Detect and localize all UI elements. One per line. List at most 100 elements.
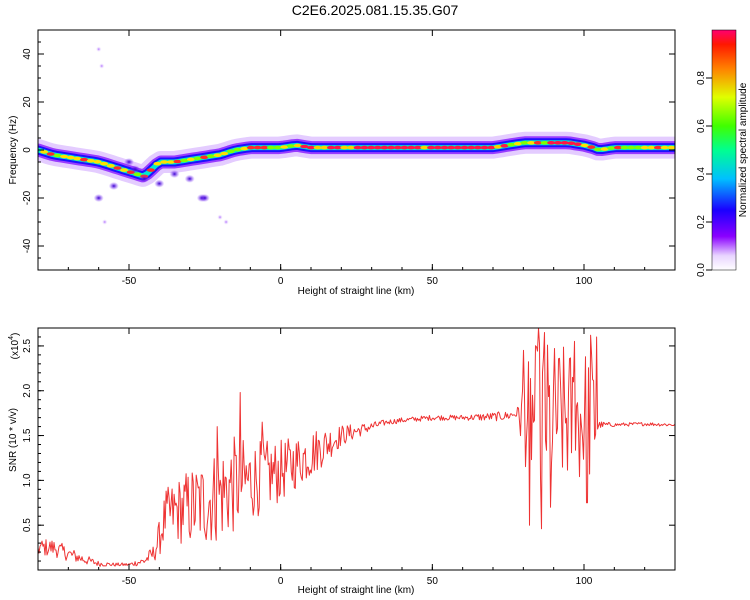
snr-y-tick-label: 2.0 [22,383,33,397]
ridge-core-mark [66,155,75,160]
ridge-core-mark [133,172,142,177]
ridge-core-mark [46,152,55,156]
ridge-core-mark [373,145,382,150]
chart-title: C2E6.2025.081.15.35.G07 [292,2,459,18]
scatter-blob [124,158,134,166]
scatter-blob [130,165,141,174]
snr-series-line [38,328,675,567]
scatter-blob [101,219,108,225]
scatter-blob [108,182,119,190]
ridge-core-mark [487,145,496,150]
ridge-core-mark [500,144,509,148]
snr-y-unit-exponent: 4 [8,336,15,340]
ridge-core-mark [206,154,215,158]
spectrogram-x-tick-label: -50 [122,276,137,287]
ridge-core-mark [480,145,489,150]
scatter-blob [169,170,180,178]
snr-y-unit: (x104) [8,333,21,360]
spectrogram-y-label: Frequency (Hz) [8,116,19,185]
ridge-core-mark [493,145,502,149]
ridge-core-mark [340,145,349,150]
snr-plot-area [38,328,675,567]
ridge-core-mark [333,145,342,150]
colorbar-tick-label: 0.4 [696,167,707,181]
ridge-core-mark [533,141,542,145]
ridge-core-mark [393,145,402,150]
ridge-core-mark [540,141,549,145]
scatter-blob [95,46,102,53]
ridge-core-mark [166,160,175,164]
ridge-core-mark [260,145,269,150]
spectrogram-y-tick-label: 40 [22,48,33,60]
ridge-core-mark [560,141,569,145]
ridge-core-mark [146,168,155,172]
ridge-core-mark [100,161,109,166]
ridge-core-mark [360,145,369,150]
ridge-core-mark [567,141,576,145]
ridge-core-mark [113,166,122,170]
ridge-core-mark [186,157,195,162]
scatter-blob [184,174,195,183]
ridge-core-mark [180,158,189,163]
ridge-core-mark [614,145,622,150]
ridge-core-mark [433,145,442,150]
snr-y-tick-label: 1.0 [22,473,33,487]
ridge-core-mark [420,145,429,150]
ridge-core-mark [547,141,556,145]
snr-y-label: SNR (10 * v/v) [8,408,19,472]
ridge-core-mark [460,145,469,150]
ridge-core-mark [280,145,289,149]
ridge-core-mark [654,145,662,150]
ridge-core-mark [307,145,315,150]
ridge-core-mark [313,145,322,150]
ridge-core-mark [573,142,582,146]
ridge-core-mark [587,145,596,149]
scatter-blob [217,214,223,221]
spectrogram-y-ticks: -40 -20 0 20 40 [22,29,675,271]
snr-y-tick-label: 1.5 [22,428,33,442]
scatter-blob [139,174,150,183]
ridge-core-mark [173,159,182,164]
ridge-core-mark [327,145,335,150]
ridge-core-mark [620,145,629,150]
ridge-core-mark [353,145,362,150]
spectrogram-x-ticks: -50 0 50 100 [37,30,676,287]
ridge-core-mark [160,160,169,164]
ridge-core-mark [320,145,329,150]
ridge-core-mark [600,147,609,151]
ridge-core-mark [80,157,89,162]
ridge-core-mark [667,145,675,150]
ridge-core-mark [120,168,129,172]
spectrogram-x-tick-label: 100 [576,276,593,287]
snr-x-tick-label: -50 [122,576,137,587]
ridge-core-mark [513,141,522,146]
colorbar-tick-label: 0.6 [696,119,707,133]
snr-frame [37,327,676,571]
ridge-core-mark [93,160,102,164]
spectrogram-plot-area [38,46,675,225]
ridge-core-mark [580,143,589,148]
colorbar: 0.0 0.2 0.4 0.6 0.8 Normalized spectral ampl… [696,29,749,277]
snr-y-tick-label: 2.5 [22,339,33,353]
spectrogram-y-tick-label: -20 [22,190,33,205]
ridge-core-mark [607,146,616,150]
colorbar-label: Normalized spectral amplitude [738,82,749,217]
ridge-core-mark [213,153,222,157]
colorbar-tick-label: 0.2 [696,215,707,229]
svg-text:(x104): (x104) [8,333,21,360]
ridge-core-mark [507,142,516,147]
colorbar-ticks: 0.0 0.2 0.4 0.6 0.8 [696,71,712,277]
ridge-core-mark [200,155,209,160]
ridge-core-mark [634,145,642,150]
ridge-core-mark [407,145,416,150]
ridge-core-mark [640,145,649,150]
snr-y-unit-close: ) [10,333,21,336]
ridge-core-mark [660,145,669,150]
spectrogram-x-label: Height of straight line (km) [298,286,415,297]
ridge-core-mark [193,156,202,161]
ridge-core-mark [53,153,62,158]
ridge-core-mark [300,144,309,149]
ridge-core-mark [627,145,636,150]
ridge-core-mark [293,143,302,148]
